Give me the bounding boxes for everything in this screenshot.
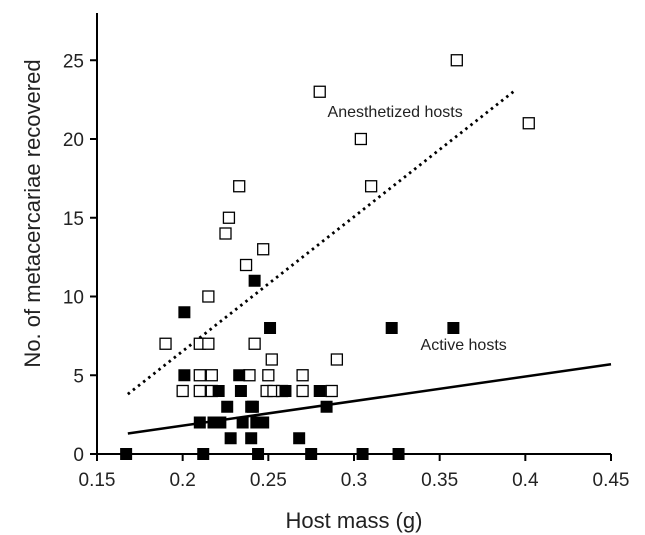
data-points	[120, 54, 535, 460]
point-active	[234, 385, 247, 397]
labels: Anesthetized hosts Active hosts	[328, 104, 507, 354]
point-active	[245, 432, 258, 445]
point-active	[320, 400, 333, 413]
point-anesthetized	[257, 243, 270, 256]
point-active	[385, 322, 398, 334]
point-active	[264, 322, 277, 334]
point-active	[212, 385, 225, 397]
point-active	[221, 400, 234, 413]
point-anesthetized	[450, 54, 463, 67]
point-anesthetized	[222, 211, 236, 224]
y-axis-title: No. of metacercariae recovered	[20, 59, 45, 367]
x-tick-label: 0.2	[169, 470, 195, 491]
point-anesthetized	[243, 369, 256, 382]
point-active	[356, 448, 369, 460]
point-active	[257, 416, 270, 429]
point-active	[246, 400, 259, 413]
point-active	[305, 448, 318, 460]
y-tick-label: 25	[63, 51, 84, 72]
point-active	[392, 448, 405, 460]
axes: 0 5 10 15 20 25 0.15 0.2 0.25 0.3 0.35 0.4 0.45	[63, 13, 630, 491]
point-active	[252, 448, 265, 460]
point-anesthetized	[176, 384, 189, 398]
point-anesthetized	[522, 117, 535, 130]
x-tick-label: 0.45	[593, 470, 630, 491]
point-active	[214, 416, 227, 429]
trendlines	[126, 90, 612, 435]
x-tick-label: 0.3	[341, 470, 367, 491]
y-tick-label: 0	[73, 445, 84, 466]
point-active	[236, 416, 249, 429]
point-anesthetized	[193, 369, 206, 382]
point-anesthetized	[330, 353, 344, 366]
point-anesthetized	[325, 384, 338, 398]
point-anesthetized	[202, 290, 215, 303]
point-anesthetized	[159, 337, 172, 350]
point-anesthetized	[265, 353, 278, 366]
point-anesthetized	[219, 227, 232, 240]
point-active	[248, 274, 261, 287]
point-active	[313, 385, 326, 397]
point-anesthetized	[296, 369, 309, 382]
point-active	[120, 448, 133, 460]
point-active	[178, 369, 191, 382]
point-active	[293, 432, 306, 445]
point-anesthetized	[354, 132, 368, 146]
point-active	[233, 369, 246, 382]
x-tick-label: 0.4	[512, 470, 539, 491]
point-anesthetized	[193, 384, 206, 398]
y-tick-label: 15	[63, 209, 84, 230]
point-active	[224, 432, 237, 445]
point-anesthetized	[364, 180, 378, 193]
annotation-anesthetized-hosts: Anesthetized hosts	[328, 104, 463, 121]
point-active	[447, 322, 460, 334]
point-anesthetized	[239, 258, 253, 272]
x-axis-title: Host mass (g)	[286, 508, 423, 533]
x-tick-label: 0.35	[421, 470, 458, 491]
point-anesthetized	[296, 384, 309, 398]
point-anesthetized	[262, 369, 275, 382]
point-active	[193, 416, 206, 429]
point-anesthetized	[233, 180, 246, 193]
point-anesthetized	[248, 337, 261, 350]
point-active	[178, 306, 191, 319]
y-tick-label: 5	[73, 366, 84, 387]
x-tick-label: 0.15	[79, 470, 116, 491]
point-anesthetized	[205, 369, 218, 382]
point-anesthetized	[202, 337, 215, 350]
point-active	[197, 448, 210, 460]
y-tick-label: 10	[63, 288, 84, 309]
y-tick-label: 20	[63, 130, 84, 151]
annotation-active-hosts: Active hosts	[421, 337, 507, 354]
point-anesthetized	[313, 85, 326, 98]
point-active	[279, 385, 292, 397]
x-tick-label: 0.25	[250, 470, 287, 491]
